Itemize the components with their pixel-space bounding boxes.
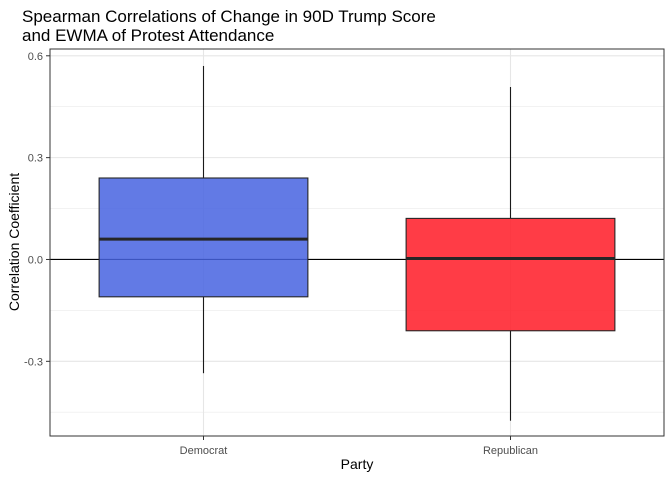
y-tick-label: 0.3 [28,153,43,165]
y-tick-label: -0.3 [24,356,43,368]
x-axis-title: Party [341,456,374,472]
plot-border [49,48,665,437]
boxes [98,65,616,421]
y-axis-ticks: -0.3 0.0 0.3 0.6 [24,51,50,368]
chart-title-line-1: Spearman Correlations of Change in 90D T… [22,7,436,26]
y-tick-label: 0.0 [28,254,43,266]
x-tick-label: Republican [483,445,538,457]
x-axis-ticks: Democrat Republican [180,436,538,457]
chart-title-line-2: and EWMA of Protest Attendance [22,26,274,45]
y-axis-title: Correlation Coefficient [6,173,22,311]
y-tick-label: 0.6 [28,51,43,63]
x-tick-label: Democrat [180,445,228,457]
iqr-box [98,177,309,298]
box-republican [405,87,616,421]
iqr-box [405,217,616,332]
box-democrat [98,65,309,374]
